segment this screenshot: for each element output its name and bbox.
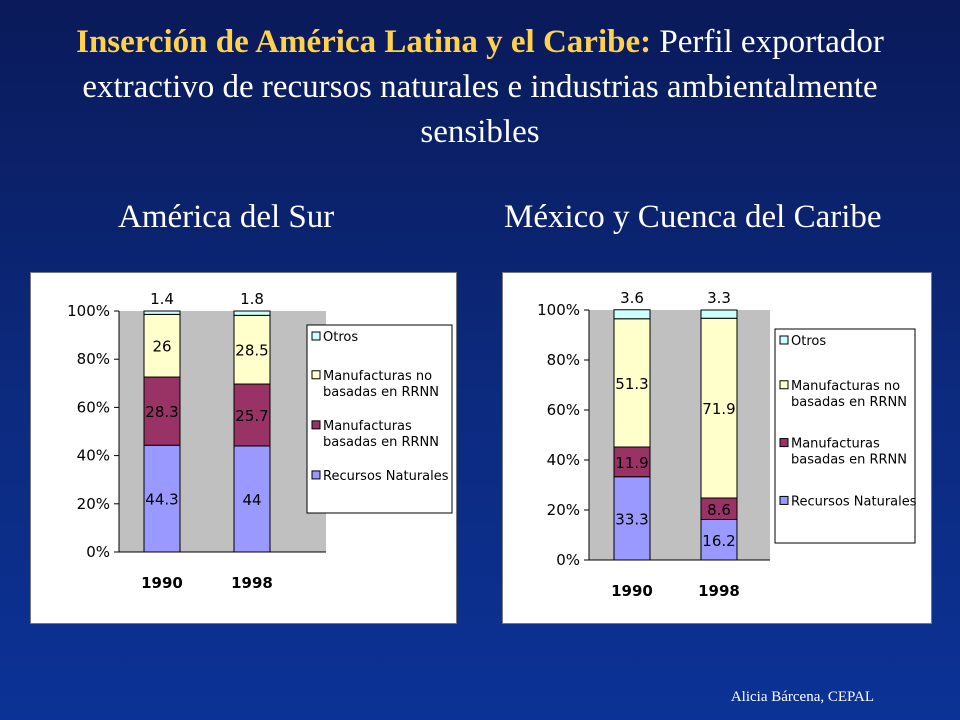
y-tick-label: 100% (537, 301, 580, 319)
chart-panel-america-del-sur: 0% 20% 40% 60% 80% 100% 44.3 28.3 26 1.4 1990 44 25.… (30, 272, 457, 624)
legend-swatch-manuf_rrnn (311, 420, 321, 430)
bar-segment-manuf_no-1990 (143, 313, 181, 378)
y-tick-label: 20% (77, 495, 110, 513)
bar-segment-recursos-1998 (233, 445, 271, 553)
x-category-label: 1998 (698, 582, 740, 600)
chart-mexico-caribe: 0% 20% 40% 60% 80% 100% 33.3 11.9 51.3 3.6 1990 16.… (537, 289, 917, 600)
legend-label-manuf_rrnn: basadas en RRNN (791, 453, 907, 468)
data-label-manuf_no-1990: 51.3 (615, 375, 648, 393)
data-label-recursos-1990: 33.3 (615, 510, 648, 528)
data-label-manuf_no-1998: 71.9 (702, 400, 735, 418)
chart-title-mexico-caribe: México y Cuenca del Caribe (504, 199, 882, 235)
legend-swatch-manuf_no (779, 380, 789, 390)
legend-label-manuf_no: basadas en RRNN (791, 395, 907, 410)
y-tick-label: 20% (547, 501, 580, 519)
legend-swatch-manuf_rrnn (779, 438, 789, 448)
legend-label-manuf_rrnn: Manufacturas (323, 419, 412, 434)
y-tick-label: 60% (547, 401, 580, 419)
data-label-otros-1998: 3.3 (707, 289, 731, 307)
data-label-manuf_rrnn-1998: 25.7 (235, 407, 268, 425)
x-category-label: 1998 (231, 574, 273, 592)
data-label-recursos-1998: 16.2 (702, 532, 735, 550)
x-category-label: 1990 (141, 574, 183, 592)
data-label-recursos-1990: 44.3 (145, 491, 178, 509)
legend-box (306, 324, 453, 514)
bar-segment-recursos-1990 (613, 476, 651, 561)
data-label-manuf_rrnn-1990: 11.9 (615, 454, 648, 472)
legend-label-manuf_no: Manufacturas no (791, 379, 900, 394)
y-tick-label: 40% (77, 447, 110, 465)
legend-box (774, 328, 916, 544)
y-tick-label: 0% (556, 551, 580, 569)
y-tick-label: 60% (77, 398, 110, 416)
legend-swatch-otros (779, 335, 789, 345)
data-label-manuf_rrnn-1998: 8.6 (707, 501, 731, 519)
bar-segment-recursos-1990 (143, 444, 181, 553)
y-tick-label: 80% (547, 351, 580, 369)
legend-label-recursos: Recursos Naturales (323, 469, 449, 484)
legend-label-recursos: Recursos Naturales (791, 494, 917, 509)
y-tick-label: 40% (547, 451, 580, 469)
title-rest: Perfil exportador extractivo de recursos… (82, 24, 884, 150)
chart-title-america-del-sur: América del Sur (118, 199, 335, 235)
footer-credit: Alicia Bárcena, CEPAL (730, 689, 874, 705)
bar-segment-recursos-1998 (700, 519, 738, 561)
legend-label-otros: Otros (791, 334, 826, 349)
legend-swatch-manuf_no (311, 370, 321, 380)
y-tick-label: 80% (77, 350, 110, 368)
bar-segment-manuf_no-1990 (613, 318, 651, 448)
bar-segment-otros-1998 (233, 310, 271, 316)
legend-swatch-otros (311, 331, 321, 341)
bar-segment-otros-1990 (613, 309, 651, 320)
data-label-manuf_no-1990: 26 (152, 338, 171, 356)
legend-swatch-recursos (779, 495, 789, 505)
bar-segment-manuf_no-1998 (233, 314, 271, 385)
legend-label-manuf_rrnn: Manufacturas (791, 437, 880, 452)
legend-label-manuf_no: basadas en RRNN (323, 385, 439, 400)
chart-panel-mexico-caribe: 0% 20% 40% 60% 80% 100% 33.3 11.9 51.3 3.6 1990 16.… (502, 272, 932, 624)
chart-america-del-sur: 0% 20% 40% 60% 80% 100% 44.3 28.3 26 1.4 1990 44 25.… (67, 290, 453, 592)
legend-label-manuf_rrnn: basadas en RRNN (323, 435, 439, 450)
title-bold: Inserción de América Latina y el Caribe: (76, 24, 652, 60)
data-label-recursos-1998: 44 (242, 491, 261, 509)
legend-label-otros: Otros (323, 330, 358, 345)
legend-label-manuf_no: Manufacturas no (323, 369, 432, 384)
legend-swatch-recursos (311, 470, 321, 480)
bar-segment-manuf_rrnn-1998 (233, 383, 271, 447)
bar-segment-manuf_rrnn-1990 (613, 446, 651, 478)
y-tick-label: 100% (67, 302, 110, 320)
data-label-otros-1990: 3.6 (620, 289, 644, 307)
data-label-manuf_no-1998: 28.5 (235, 342, 268, 360)
data-label-otros-1998: 1.8 (240, 290, 264, 308)
data-label-manuf_rrnn-1990: 28.3 (145, 403, 178, 421)
bar-segment-otros-1998 (700, 309, 738, 319)
y-tick-label: 0% (86, 543, 110, 561)
slide-title: Inserción de América Latina y el Caribe:… (40, 20, 920, 155)
data-label-otros-1990: 1.4 (150, 290, 174, 308)
x-category-label: 1990 (611, 582, 653, 600)
bar-segment-manuf_no-1998 (700, 317, 738, 499)
bar-segment-manuf_rrnn-1990 (143, 376, 181, 446)
bar-segment-otros-1990 (143, 310, 181, 315)
